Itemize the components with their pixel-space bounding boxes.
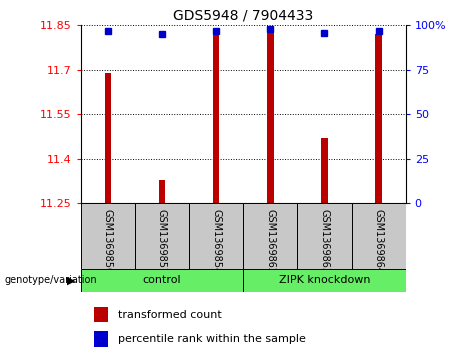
- Text: transformed count: transformed count: [118, 310, 222, 319]
- Bar: [94, 307, 108, 322]
- Text: percentile rank within the sample: percentile rank within the sample: [118, 334, 306, 344]
- Bar: [375, 34, 382, 203]
- Bar: [189, 203, 243, 269]
- Text: GSM1369856: GSM1369856: [103, 208, 113, 274]
- Bar: [352, 203, 406, 269]
- Bar: [81, 269, 243, 292]
- Bar: [105, 73, 111, 203]
- Bar: [321, 138, 328, 203]
- Text: GSM1369858: GSM1369858: [211, 208, 221, 274]
- Bar: [297, 203, 352, 269]
- Bar: [94, 331, 108, 347]
- Text: genotype/variation: genotype/variation: [5, 276, 97, 285]
- Bar: [243, 269, 406, 292]
- Bar: [81, 203, 135, 269]
- Bar: [213, 34, 219, 203]
- Text: GSM1369863: GSM1369863: [319, 208, 330, 273]
- Bar: [159, 180, 165, 203]
- Bar: [243, 203, 297, 269]
- Bar: [267, 28, 273, 203]
- Text: GSM1369864: GSM1369864: [373, 208, 384, 273]
- Bar: [135, 203, 189, 269]
- Text: GSM1369862: GSM1369862: [265, 208, 275, 274]
- Text: control: control: [142, 276, 181, 285]
- Title: GDS5948 / 7904433: GDS5948 / 7904433: [173, 9, 313, 23]
- Text: ▶: ▶: [67, 276, 76, 285]
- Text: ZIPK knockdown: ZIPK knockdown: [279, 276, 370, 285]
- Text: GSM1369857: GSM1369857: [157, 208, 167, 274]
